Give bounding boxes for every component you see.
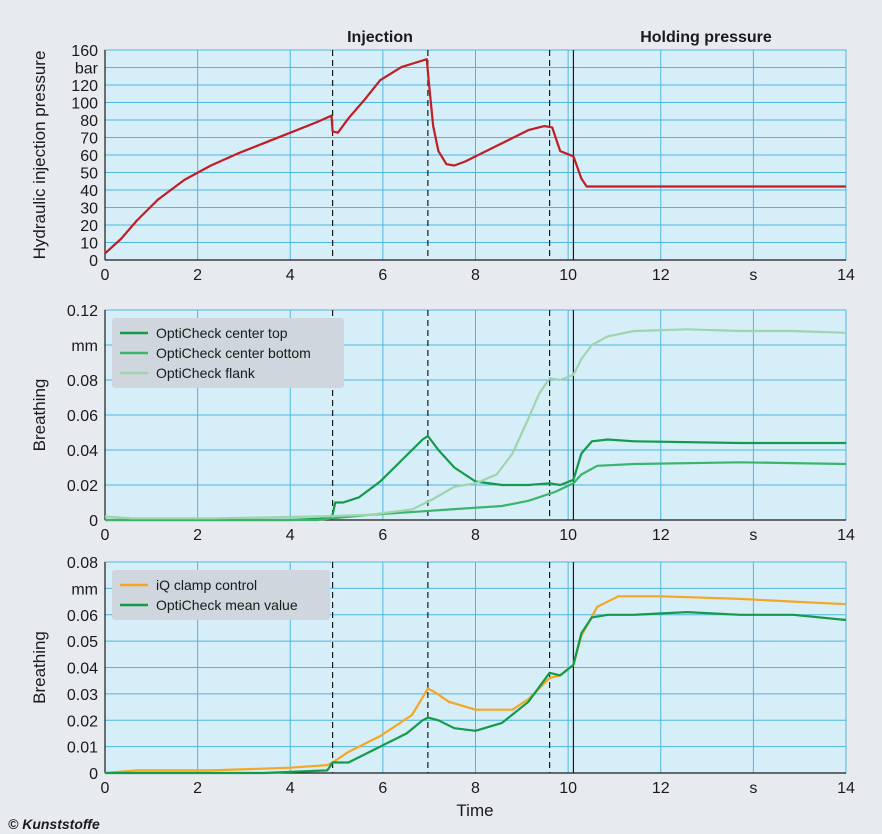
x-tick-label: 14 bbox=[837, 267, 855, 284]
y-tick-label: 0.02 bbox=[67, 713, 98, 730]
series-line-1 bbox=[105, 434, 846, 522]
y-tick-label: 160 bbox=[71, 43, 98, 60]
x-tick-label: 2 bbox=[193, 780, 202, 797]
x-tick-label: 4 bbox=[286, 527, 295, 544]
y-tick-label: 0.01 bbox=[67, 740, 98, 757]
legend-box bbox=[112, 570, 330, 620]
y-tick-label: 0.02 bbox=[67, 478, 98, 495]
x-tick-label: 2 bbox=[193, 267, 202, 284]
x-tick-label: 8 bbox=[471, 267, 480, 284]
series-line-1 bbox=[104, 595, 847, 775]
x-tick-label: 8 bbox=[471, 527, 480, 544]
x-tick-label: 4 bbox=[286, 780, 295, 797]
y-tick-label: 0.04 bbox=[67, 661, 98, 678]
x-tick-label: 12 bbox=[652, 267, 670, 284]
series-line-1 bbox=[104, 58, 846, 255]
y-tick-label: mm bbox=[71, 338, 98, 355]
x-tick-label: 0 bbox=[101, 780, 110, 797]
y-tick-label: 0.05 bbox=[67, 634, 98, 651]
y-tick-label: 0 bbox=[89, 766, 98, 783]
y-tick-label: 120 bbox=[71, 78, 98, 95]
y-tick-label: mm bbox=[71, 581, 98, 598]
x-tick-label: 2 bbox=[193, 527, 202, 544]
y-tick-label: 0.06 bbox=[67, 408, 98, 425]
x-tick-label: 6 bbox=[378, 780, 387, 797]
y-tick-label: 100 bbox=[71, 96, 98, 113]
x-tick-label: 12 bbox=[652, 527, 670, 544]
copyright: © Kunststoffe bbox=[8, 816, 100, 832]
series-line-3 bbox=[104, 328, 847, 520]
y-tick-label: 0.08 bbox=[67, 373, 98, 390]
x-axis-label: Time bbox=[456, 801, 493, 820]
y-tick-label: 70 bbox=[80, 131, 98, 148]
y-tick-label: 30 bbox=[80, 201, 98, 218]
x-tick-label: 10 bbox=[559, 527, 577, 544]
legend-label: OptiCheck flank bbox=[156, 365, 256, 381]
legend-label: OptiCheck mean value bbox=[156, 597, 298, 613]
phase-label-holding-pressure: Holding pressure bbox=[640, 29, 772, 46]
y-tick-label: 0.03 bbox=[67, 687, 98, 704]
y-tick-label: 20 bbox=[80, 218, 98, 235]
legend-label: OptiCheck center top bbox=[156, 325, 288, 341]
x-tick-label: 0 bbox=[101, 267, 110, 284]
y-axis-label: Hydraulic injection pressure bbox=[30, 51, 49, 260]
y-tick-label: 0.06 bbox=[67, 608, 98, 625]
x-tick-label: 10 bbox=[559, 267, 577, 284]
y-axis-label: Breathing bbox=[30, 379, 49, 452]
series-line-2 bbox=[105, 461, 847, 522]
y-tick-label: 0 bbox=[89, 513, 98, 530]
panel-3: 0 0.01 0.02 0.03 0.04 0.05 0.06 mm 0.08 0 2 4 6 8 10 12… bbox=[30, 555, 855, 797]
x-tick-label: 8 bbox=[471, 780, 480, 797]
y-tick-label: 10 bbox=[80, 236, 98, 253]
panel-2: 0 0.02 0.04 0.06 0.08 mm 0.12 0 2 4 6 8 10 12 s 14 Breat… bbox=[30, 303, 855, 544]
legend-box bbox=[112, 318, 344, 388]
x-tick-label: s bbox=[749, 780, 757, 797]
y-tick-label: 40 bbox=[80, 183, 98, 200]
y-tick-label: 0.04 bbox=[67, 443, 98, 460]
x-tick-label: 6 bbox=[378, 527, 387, 544]
y-tick-label: bar bbox=[75, 61, 99, 78]
x-tick-label: 14 bbox=[837, 527, 855, 544]
y-axis-label: Breathing bbox=[30, 631, 49, 704]
y-tick-label: 50 bbox=[80, 166, 98, 183]
y-tick-label: 0.12 bbox=[67, 303, 98, 320]
y-tick-label: 0 bbox=[89, 253, 98, 270]
legend-label: iQ clamp control bbox=[156, 577, 257, 593]
x-tick-label: 4 bbox=[286, 267, 295, 284]
phase-label-injection: Injection bbox=[347, 29, 413, 46]
legend-label: OptiCheck center bottom bbox=[156, 345, 311, 361]
x-tick-label: 14 bbox=[837, 780, 855, 797]
x-tick-label: s bbox=[749, 527, 757, 544]
y-tick-label: 80 bbox=[80, 113, 98, 130]
x-tick-label: 12 bbox=[652, 780, 670, 797]
x-tick-label: s bbox=[749, 267, 757, 284]
series-line-2 bbox=[105, 611, 847, 775]
x-tick-label: 10 bbox=[559, 780, 577, 797]
x-tick-label: 0 bbox=[101, 527, 110, 544]
y-tick-label: 60 bbox=[80, 148, 98, 165]
x-tick-label: 6 bbox=[378, 267, 387, 284]
y-tick-label: 0.08 bbox=[67, 555, 98, 572]
